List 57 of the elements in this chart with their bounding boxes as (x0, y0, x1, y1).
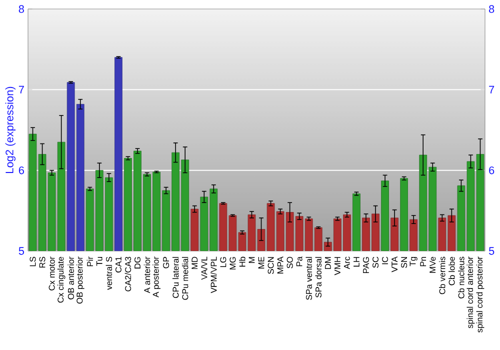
x-tick-label: GP (163, 256, 170, 268)
x-tick-label: MD (192, 256, 198, 269)
x-tick-label: RS (39, 256, 46, 268)
x-tick-label: VTA (392, 256, 398, 272)
x-tick-label: ventral S (106, 256, 112, 290)
x-tick-label: SCN (268, 257, 274, 274)
x-tick-label: Cb lobe (448, 256, 455, 286)
x-tick-label: SPa dorsal (315, 257, 322, 298)
x-tick-label: Cx cingulate (57, 256, 66, 303)
x-tick-label: CPu medial (182, 257, 188, 300)
x-tick-label: SN (401, 257, 408, 268)
y-axis-title: Log2 (expression) (5, 86, 16, 173)
x-tick-label: ME (258, 256, 264, 268)
x-tick-label: M (248, 257, 255, 263)
x-tick-label: VMH (334, 257, 340, 276)
x-tick-label: Cb vermis (439, 256, 446, 294)
x-tick-label: DG (134, 257, 140, 268)
x-tick-label: spinal cord anterior (466, 256, 475, 328)
y2-tick-label: 5 (488, 247, 494, 255)
y-tick-label: 6 (18, 166, 24, 174)
x-tick-label: LH (354, 257, 360, 267)
x-tick-label: Pn (420, 257, 426, 266)
x-tick-label: DM (324, 257, 331, 269)
x-tick-label: A anterior (144, 256, 150, 294)
y-tick-label: 8 (18, 5, 24, 13)
x-tick-label: Tg (410, 256, 418, 266)
y2-tick-label: 7 (489, 86, 494, 94)
x-tick-label: Pa (296, 256, 302, 266)
x-tick-label: OB posterior (76, 256, 84, 304)
y2-tick-label: 6 (489, 166, 494, 174)
x-tick-label: OB anterior (68, 256, 74, 300)
x-tick-label: LS (30, 256, 36, 266)
x-tick-label: spinal cord posterior (476, 256, 484, 332)
x-tick-label: Hb (239, 256, 246, 267)
x-tick-label: PAG (363, 257, 369, 274)
x-tick-label: CA1 (115, 256, 122, 272)
x-tick-label: LG (220, 257, 226, 268)
x-tick-label: VA/VL (201, 256, 208, 280)
y2-tick-label: 8 (488, 5, 494, 13)
x-tick-label: Cx motor (48, 256, 55, 290)
x-tick-label: MVe (430, 256, 436, 273)
y-tick-label: 7 (18, 86, 24, 94)
x-tick-label: CA2/CA3 (124, 256, 132, 292)
x-tick-label: SPa ventral (306, 257, 312, 300)
x-tick-label: IC (382, 256, 388, 264)
y-tick-label: 5 (18, 247, 24, 255)
x-tick-label: SC (372, 256, 379, 268)
x-tick-label: VPM/VPL (210, 256, 217, 294)
x-tick-label: SO (286, 256, 293, 268)
x-tick-label: MPA (277, 256, 284, 274)
x-tick-label: Pir (86, 256, 93, 266)
x-tick-label: MG (230, 257, 236, 270)
x-tick-label: CPu lateral (172, 257, 179, 298)
x-tick-label: A posterior (152, 256, 160, 298)
x-tick-label: Cb nucleus (458, 256, 464, 298)
x-tick-label: Arc (344, 256, 350, 270)
x-tick-label: Tu (96, 257, 102, 266)
